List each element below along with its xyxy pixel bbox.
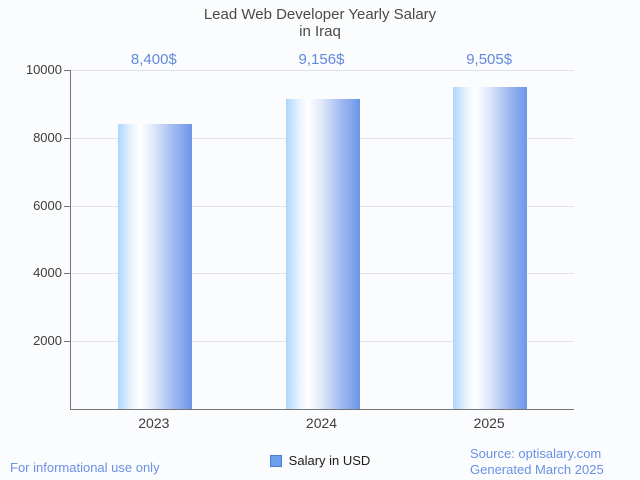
generated-text: Generated March 2025 (470, 462, 604, 477)
x-axis-label-2023: 2023 (138, 415, 170, 431)
plot-area (64, 70, 574, 410)
disclaimer-text: For informational use only (10, 460, 160, 475)
value-label-2025: 9,505$ (466, 51, 513, 68)
y-axis-label-2000: 2000 (33, 333, 62, 349)
bar-2023 (117, 124, 192, 409)
attribution: Source: optisalary.com Generated March 2… (470, 446, 604, 478)
value-label-2023: 8,400$ (130, 51, 177, 68)
value-label-2024: 9,156$ (298, 51, 345, 68)
bar-2024 (285, 98, 360, 409)
y-tickmark-2000 (64, 341, 70, 343)
y-tickmark-8000 (64, 137, 70, 139)
y-tickmark-4000 (64, 273, 70, 275)
gridline-10000 (71, 70, 574, 71)
y-axis-label-8000: 8000 (33, 129, 62, 145)
x-axis-label-2025: 2025 (473, 415, 505, 431)
legend-label: Salary in USD (288, 453, 371, 468)
legend: Salary in USD (0, 453, 640, 468)
legend-swatch-icon (269, 454, 282, 467)
chart-title-line1: Lead Web Developer Yearly Salary (203, 6, 437, 23)
y-tickmark-6000 (64, 205, 70, 207)
y-axis-label-4000: 4000 (33, 265, 62, 281)
bar-2025 (453, 86, 528, 409)
y-axis-label-10000: 10000 (25, 62, 62, 77)
y-tickmark-10000 (64, 70, 70, 71)
source-text: Source: optisalary.com (470, 446, 602, 461)
x-axis-label-2024: 2024 (305, 415, 338, 431)
chart-title-line2: in Iraq (299, 23, 341, 40)
chart-title: Lead Web Developer Yearly Salary in Iraq (0, 6, 640, 40)
y-axis-label-6000: 6000 (33, 197, 62, 213)
